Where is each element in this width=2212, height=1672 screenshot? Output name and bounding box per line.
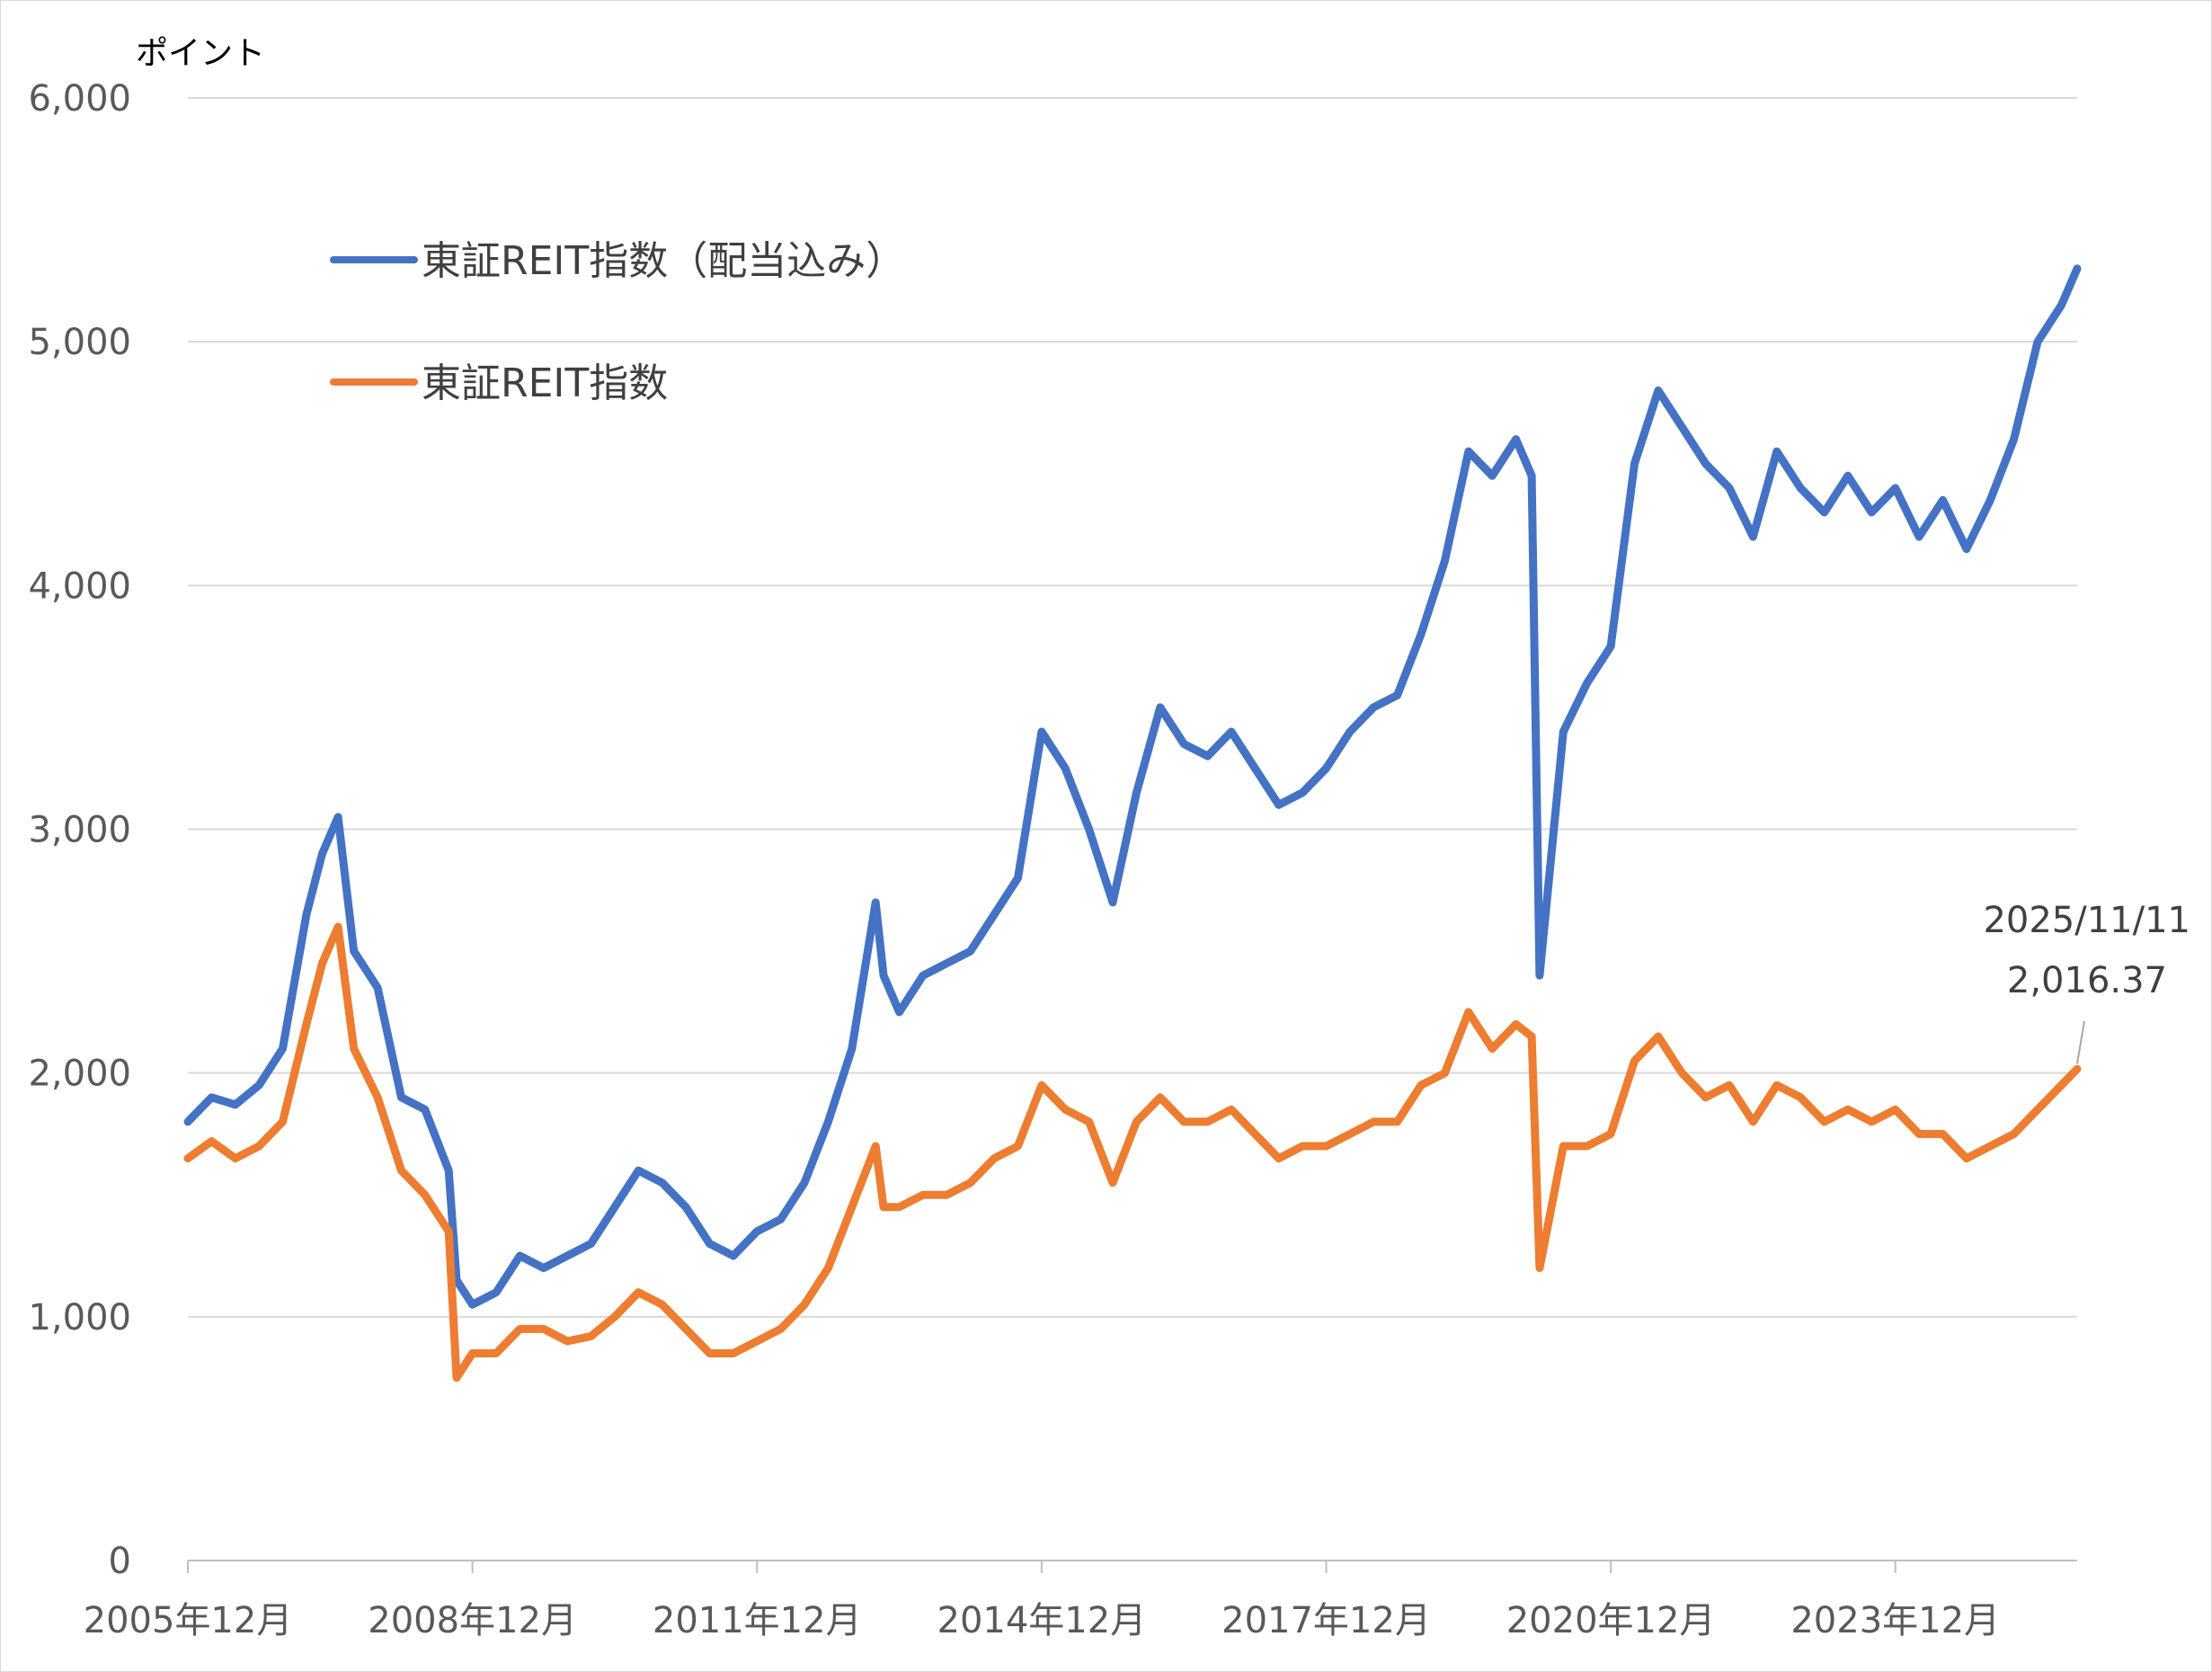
x-tick-label-5: 2020年12月 xyxy=(1506,1600,1716,1641)
x-tick-label-4: 2017年12月 xyxy=(1221,1600,1431,1641)
y-tick-label-1: 1,000 xyxy=(28,1297,131,1338)
y-tick-label-4: 4,000 xyxy=(28,565,131,607)
y-tick-label-0: 0 xyxy=(109,1541,131,1582)
y-tick-label-5: 5,000 xyxy=(28,322,131,363)
annotation-date-label: 2025/11/11 xyxy=(1983,900,2190,941)
x-tick-label-3: 2014年12月 xyxy=(937,1600,1147,1641)
y-tick-label-3: 3,000 xyxy=(28,810,131,851)
x-tick-label-6: 2023年12月 xyxy=(1790,1600,2000,1641)
series-line-0 xyxy=(183,264,2082,1309)
legend-label-1: 東証REIT指数 xyxy=(422,360,668,406)
series-line-1 xyxy=(183,922,2082,1383)
annotation-value-label: 2,016.37 xyxy=(2007,960,2167,1001)
y-axis-unit-label: ポイント xyxy=(136,35,265,72)
x-tick-label-2: 2011年12月 xyxy=(653,1600,862,1641)
y-tick-label-2: 2,000 xyxy=(28,1054,131,1095)
x-tick-label-0: 2005年12月 xyxy=(84,1600,293,1641)
y-tick-label-6: 6,000 xyxy=(28,78,131,120)
x-tick-label-1: 2008年12月 xyxy=(368,1600,577,1641)
legend-label-0: 東証REIT指数（配当込み） xyxy=(422,238,905,284)
annotation-leader-line xyxy=(2076,1020,2085,1064)
